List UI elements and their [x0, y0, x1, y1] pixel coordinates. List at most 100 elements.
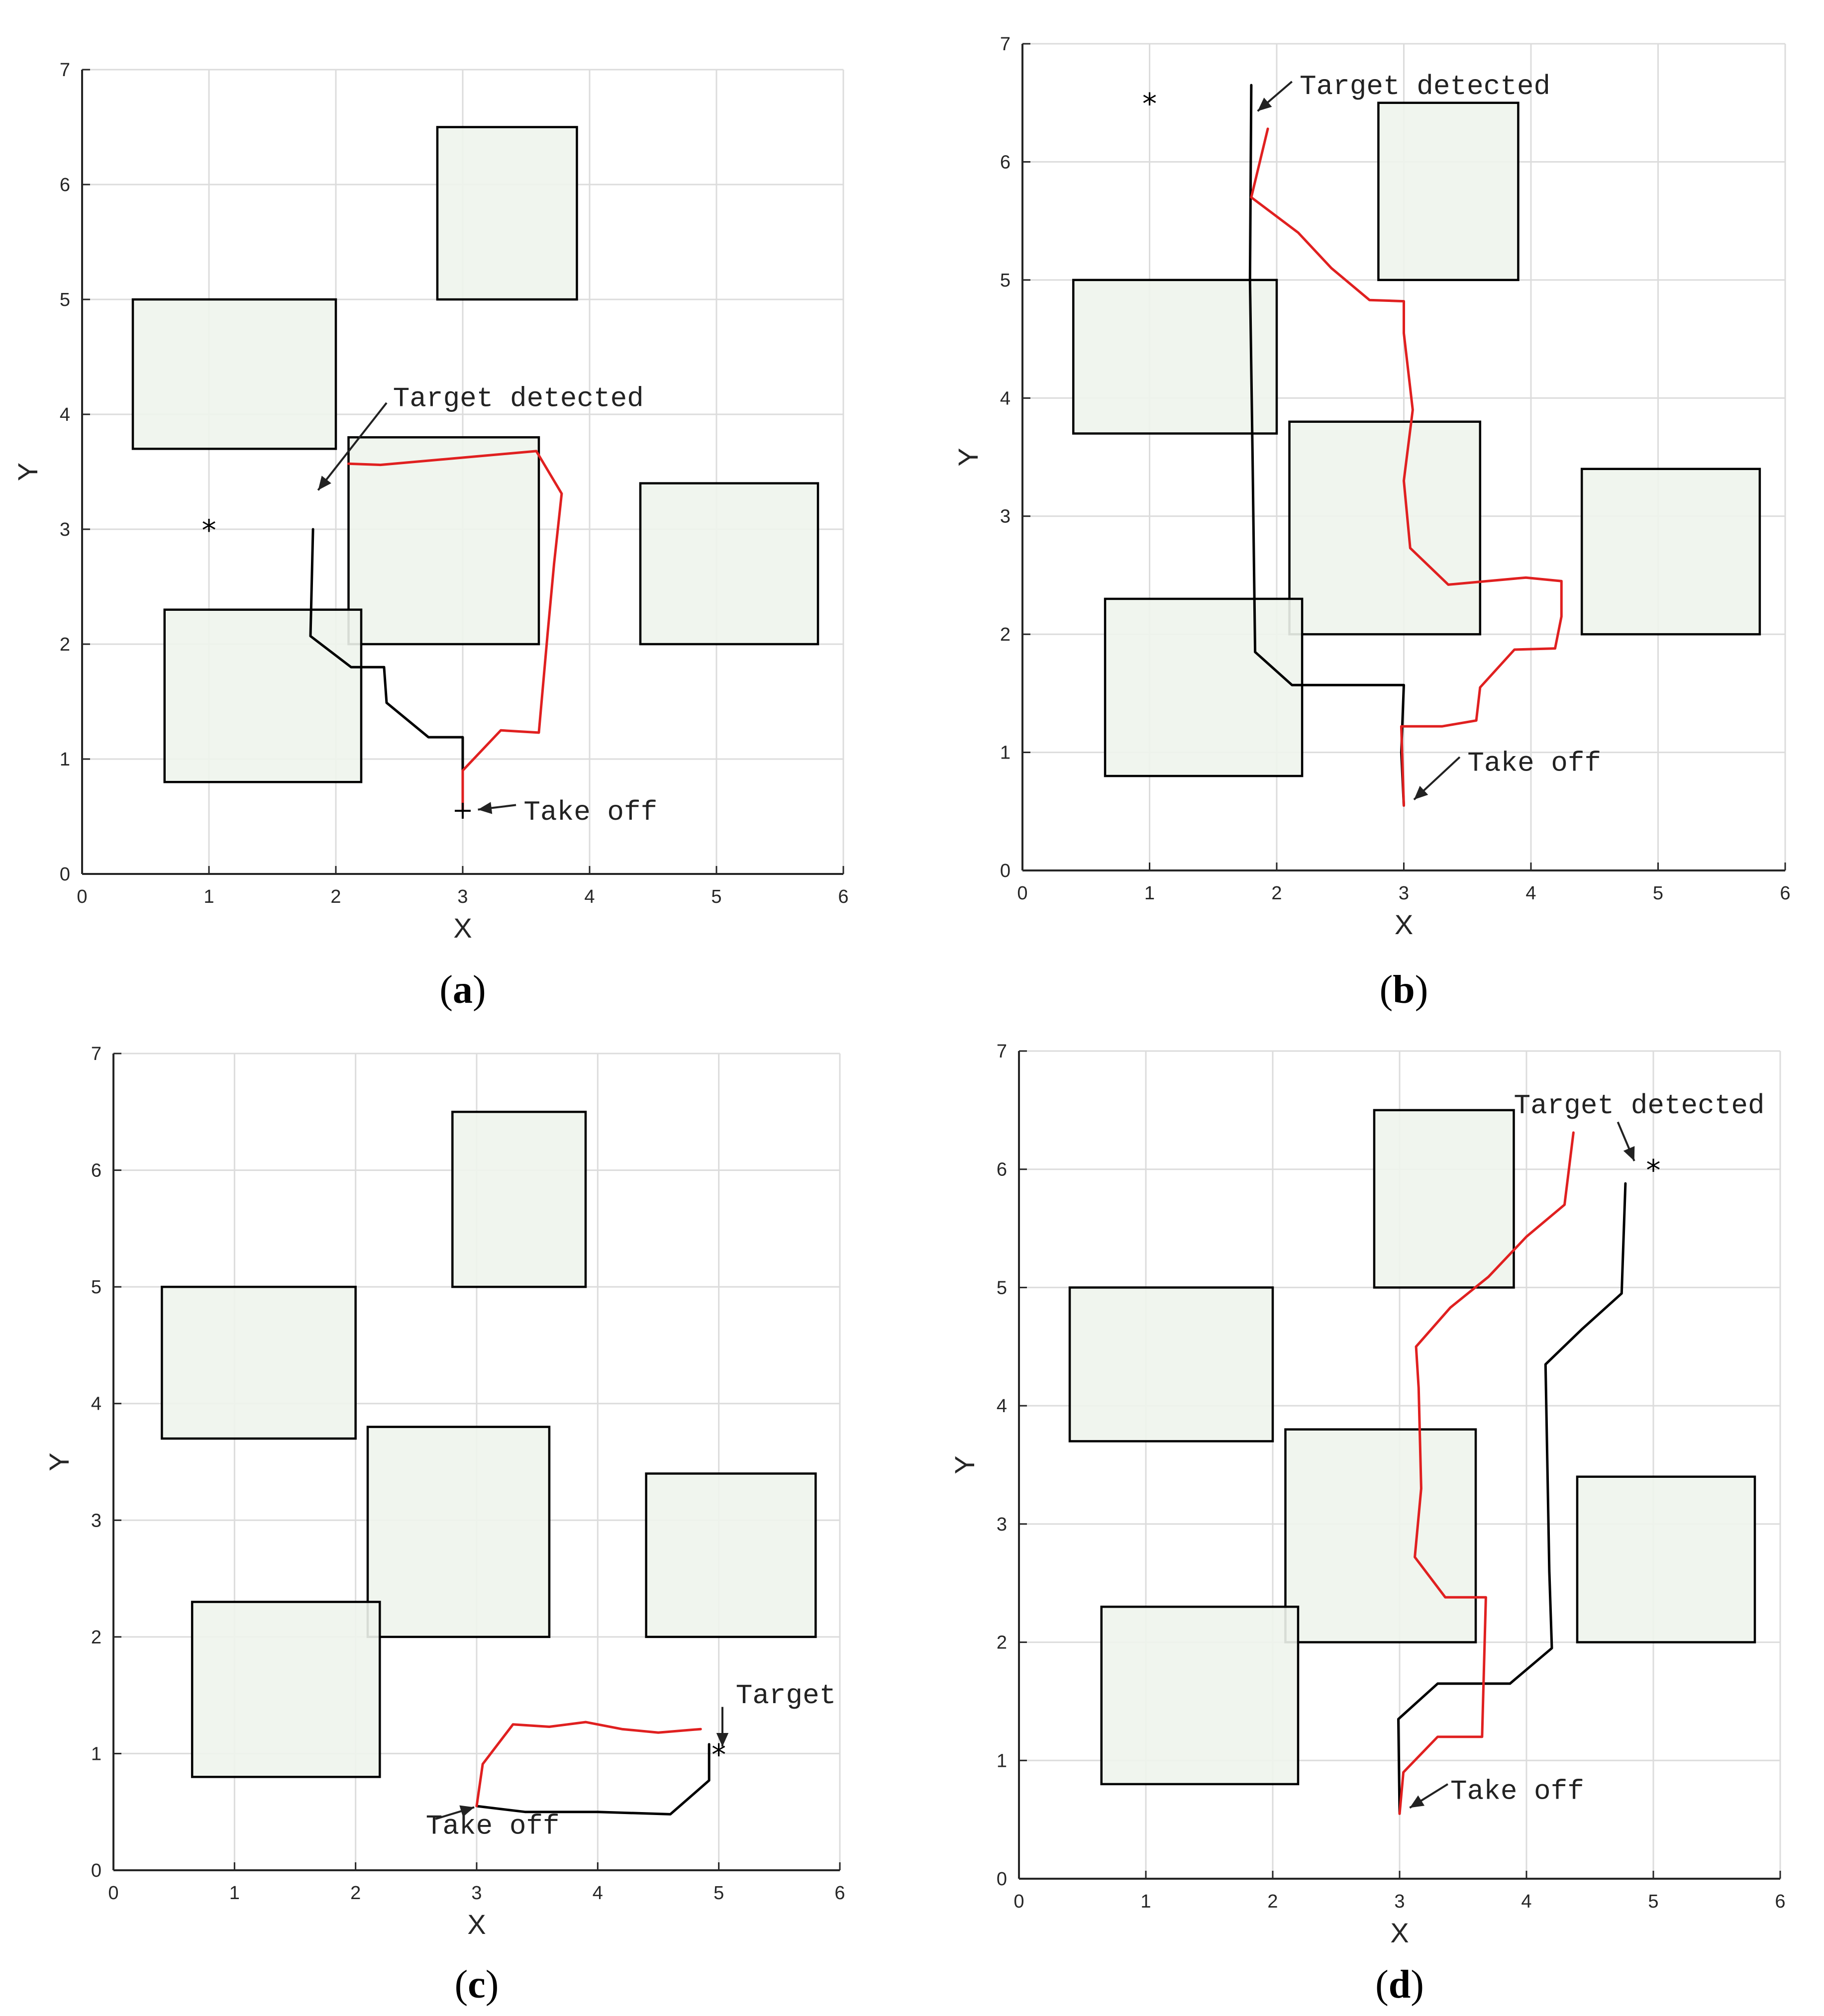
x-tick-label: 6 [838, 886, 848, 907]
plot-a: 0 1 2 3 4 5 6 0 1 2 3 4 5 6 7 X Y * Target detected Take of… [12, 60, 849, 944]
x-tick-label: 5 [711, 886, 721, 907]
y-tick-label: 1 [1000, 743, 1011, 764]
obstacle-rect [451, 1111, 587, 1288]
path-series-black [475, 1743, 710, 1816]
annotation-label: Target detected [1514, 1090, 1765, 1122]
caption-letter: c [468, 1963, 486, 2007]
annotation-label: Target [736, 1680, 836, 1712]
target-marker: * [1646, 1153, 1661, 1187]
x-tick-label: 5 [1653, 883, 1663, 904]
target-marker: * [1142, 87, 1157, 121]
x-tick-label: 5 [1648, 1891, 1658, 1912]
obstacle-rect [163, 608, 363, 783]
y-tick-label: 0 [91, 1860, 101, 1881]
y-tick-label: 6 [1000, 152, 1011, 173]
panel-caption-b: (b) [1379, 968, 1428, 1012]
x-axis-label: X [467, 1909, 486, 1940]
panel-caption-d: (d) [1375, 1963, 1424, 2007]
annotation-arrowhead [459, 1805, 475, 1817]
y-tick-label: 3 [91, 1510, 101, 1531]
x-axis-label: X [1395, 909, 1413, 940]
y-tick-label: 0 [60, 864, 70, 885]
y-tick-label: 7 [91, 1044, 101, 1064]
caption-letter: b [1393, 968, 1415, 1012]
y-tick-label: 3 [60, 519, 70, 540]
y-tick-label: 1 [91, 1743, 101, 1764]
obstacle-rect [1377, 101, 1520, 282]
x-axis-label: X [1390, 1917, 1409, 1948]
obstacle-rect [436, 126, 578, 301]
y-tick-label: 4 [91, 1394, 101, 1415]
y-tick-label: 2 [1000, 624, 1011, 645]
annotation-label: Target detected [393, 383, 644, 414]
y-tick-label: 5 [60, 289, 70, 310]
annotation-arrowhead [318, 476, 331, 490]
x-tick-label: 6 [834, 1883, 845, 1904]
y-tick-label: 3 [997, 1514, 1007, 1535]
annotation-arrowhead [1257, 97, 1272, 111]
y-axis-label: Y [12, 463, 43, 481]
obstacle-rect [161, 1285, 357, 1440]
panel-caption-a: (a) [439, 968, 486, 1012]
y-tick-label: 4 [997, 1396, 1007, 1417]
obstacle-rect [1100, 1606, 1300, 1786]
y-tick-label: 7 [60, 60, 70, 81]
x-tick-label: 1 [229, 1883, 240, 1904]
x-tick-label: 2 [1271, 883, 1282, 904]
obstacle-rect [645, 1472, 817, 1638]
annotation-label: Take off [523, 796, 657, 828]
y-tick-label: 5 [1000, 270, 1011, 291]
y-tick-label: 3 [1000, 506, 1011, 527]
obstacle-rect [639, 482, 819, 646]
obstacle-rect [1284, 1428, 1477, 1643]
x-tick-label: 1 [203, 886, 214, 907]
y-tick-label: 6 [60, 175, 70, 195]
y-tick-label: 4 [1000, 388, 1011, 409]
path-series-black [1397, 1182, 1627, 1815]
obstacle-rect [131, 298, 337, 450]
caption-letter: a [453, 968, 473, 1012]
y-tick-label: 2 [91, 1627, 101, 1648]
obstacle-rect [347, 436, 540, 646]
x-tick-label: 6 [1775, 1891, 1785, 1912]
annotation-arrowhead [478, 802, 493, 814]
obstacle-rect [1288, 420, 1482, 636]
y-axis-label: Y [949, 1455, 980, 1474]
annotation-label: Target detected [1300, 71, 1550, 102]
x-tick-label: 5 [713, 1883, 724, 1904]
y-tick-label: 6 [997, 1159, 1007, 1180]
caption-letter: d [1388, 1963, 1411, 2007]
annotation-arrowhead [1623, 1146, 1635, 1161]
obstacle-rect [1104, 597, 1304, 777]
obstacle-rect [1072, 279, 1278, 435]
x-tick-label: 2 [350, 1883, 361, 1904]
plot-d: 0 1 2 3 4 5 6 0 1 2 3 4 5 6 7 X Y * Target detected Take of… [949, 1041, 1786, 1948]
path-series-red [347, 450, 563, 812]
path-series-black [309, 528, 464, 812]
y-tick-label: 6 [91, 1160, 101, 1181]
x-tick-label: 3 [1394, 1891, 1405, 1912]
y-tick-label: 1 [60, 749, 70, 770]
x-tick-label: 0 [1013, 1891, 1024, 1912]
y-axis-label: Y [43, 1452, 75, 1471]
annotation-arrowhead [716, 1732, 729, 1747]
obstacle-rect [191, 1601, 381, 1778]
y-tick-label: 7 [997, 1041, 1007, 1062]
x-tick-label: 0 [1017, 883, 1027, 904]
obstacle-rect [1068, 1286, 1274, 1442]
x-axis-label: X [453, 912, 472, 944]
y-tick-label: 5 [91, 1277, 101, 1298]
obstacle-rect [1373, 1109, 1515, 1289]
panel-caption-c: (c) [454, 1963, 499, 2007]
plot-b: 0 1 2 3 4 5 6 0 1 2 3 4 5 6 7 X Y * Target detected Take of… [952, 34, 1791, 940]
x-tick-label: 0 [77, 886, 87, 907]
x-tick-label: 1 [1144, 883, 1155, 904]
x-tick-label: 4 [584, 886, 595, 907]
obstacle-rect [1576, 1475, 1756, 1643]
annotation-label: Take off [1467, 748, 1601, 779]
annotation-arrowhead [1414, 785, 1428, 800]
path-series-red [1398, 1131, 1575, 1815]
y-tick-label: 5 [997, 1277, 1007, 1298]
